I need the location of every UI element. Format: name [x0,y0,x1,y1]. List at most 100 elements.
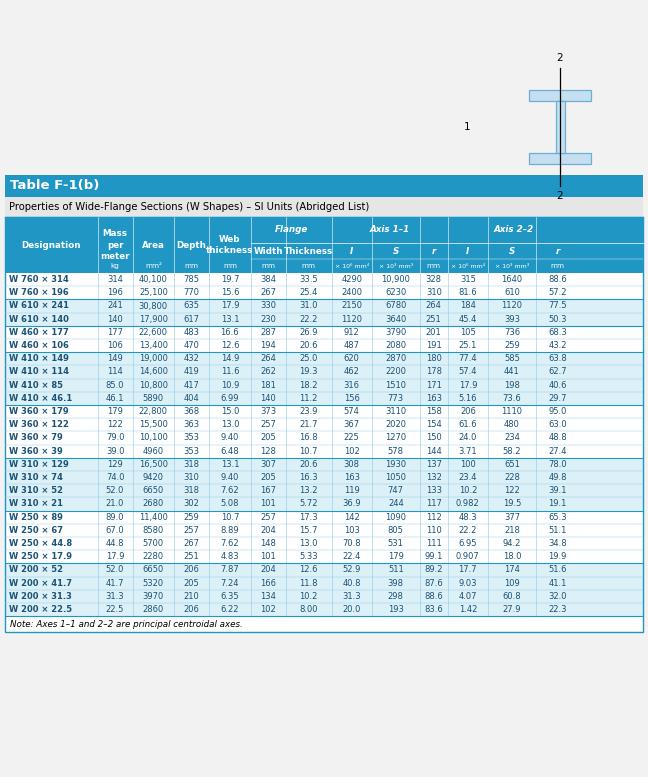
Text: 1640: 1640 [502,275,522,284]
Text: mm: mm [302,263,316,269]
Text: Note: Axes 1–1 and 2–2 are principal centroidal axes.: Note: Axes 1–1 and 2–2 are principal cen… [10,620,243,629]
Text: I: I [467,246,470,256]
Text: 302: 302 [183,500,200,508]
Text: 77.5: 77.5 [548,301,567,311]
Bar [5,217,643,273]
Text: 218: 218 [504,526,520,535]
Text: × 10³ mm³: × 10³ mm³ [495,263,529,269]
Text: 257: 257 [183,526,200,535]
Text: 1930: 1930 [385,460,406,469]
Text: 6650: 6650 [143,566,164,574]
Text: 106: 106 [107,341,123,350]
Text: 6.35: 6.35 [220,592,239,601]
Text: 40.8: 40.8 [343,579,361,587]
Text: 68.3: 68.3 [548,328,567,337]
Text: mm: mm [185,263,199,269]
Text: 230: 230 [260,315,276,324]
Text: 21.0: 21.0 [106,500,124,508]
Text: 12.6: 12.6 [299,566,318,574]
Text: 103: 103 [344,526,360,535]
Text: mm: mm [551,263,564,269]
Text: 88.6: 88.6 [548,275,567,284]
Text: 32.0: 32.0 [548,592,567,601]
Text: 13.1: 13.1 [221,315,239,324]
Text: 46.1: 46.1 [106,394,124,403]
Text: Thickness: Thickness [284,246,333,256]
Text: 128: 128 [260,447,276,455]
Text: 70.8: 70.8 [342,539,361,548]
Text: 7.62: 7.62 [220,486,239,495]
Text: 298: 298 [388,592,404,601]
Text: 267: 267 [260,288,276,298]
Text: 14,600: 14,600 [139,368,168,377]
Text: W 760 × 196: W 760 × 196 [9,288,69,298]
Text: W 410 × 46.1: W 410 × 46.1 [9,394,72,403]
Bar [555,101,564,153]
Text: 480: 480 [504,420,520,430]
Text: 2150: 2150 [341,301,362,311]
Text: 2400: 2400 [341,288,362,298]
Text: 114: 114 [107,368,123,377]
Text: 154: 154 [426,420,441,430]
Text: 67.0: 67.0 [106,526,124,535]
Text: 483: 483 [183,328,200,337]
Text: 122: 122 [107,420,123,430]
Text: 3970: 3970 [143,592,164,601]
Text: 384: 384 [260,275,276,284]
Text: Web
thickness: Web thickness [206,235,253,255]
Text: 330: 330 [260,301,276,311]
Text: W 200 × 41.7: W 200 × 41.7 [9,579,72,587]
Text: Axis 1–1: Axis 1–1 [369,225,410,235]
Text: 241: 241 [107,301,123,311]
Text: 15,500: 15,500 [139,420,168,430]
Text: 34.8: 34.8 [548,539,567,548]
Text: 805: 805 [388,526,404,535]
Text: 58.2: 58.2 [503,447,521,455]
Text: 4960: 4960 [143,447,164,455]
Text: 49.8: 49.8 [548,473,567,482]
Text: 259: 259 [184,513,200,521]
Text: 110: 110 [426,526,441,535]
Text: 22.5: 22.5 [106,605,124,614]
Text: mm: mm [427,263,441,269]
Text: 5700: 5700 [143,539,164,548]
Text: kg: kg [111,263,119,269]
Text: 308: 308 [343,460,360,469]
Text: × 10³ mm³: × 10³ mm³ [378,263,413,269]
Text: W 460 × 177: W 460 × 177 [9,328,69,337]
Text: 417: 417 [183,381,200,390]
Text: 10,800: 10,800 [139,381,168,390]
Text: 307: 307 [260,460,276,469]
Text: 578: 578 [388,447,404,455]
Text: W 200 × 22.5: W 200 × 22.5 [9,605,72,614]
Text: W 410 × 114: W 410 × 114 [9,368,69,377]
Text: 140: 140 [107,315,123,324]
Text: 205: 205 [260,473,276,482]
Text: 179: 179 [388,552,404,561]
Bar [5,299,643,326]
Text: 14.9: 14.9 [221,354,239,364]
Text: 22.2: 22.2 [459,526,477,535]
Text: 8580: 8580 [143,526,164,535]
Text: 23.9: 23.9 [299,407,318,416]
Text: 41.7: 41.7 [106,579,124,587]
Text: 353: 353 [183,434,200,442]
Text: 259: 259 [504,341,520,350]
Text: 2870: 2870 [385,354,406,364]
Text: 204: 204 [260,526,276,535]
Text: 7.87: 7.87 [220,566,239,574]
Text: 61.6: 61.6 [459,420,477,430]
Text: 367: 367 [343,420,360,430]
Text: 74.0: 74.0 [106,473,124,482]
Text: 206: 206 [460,407,476,416]
Text: W 610 × 140: W 610 × 140 [9,315,69,324]
Text: mm: mm [261,263,275,269]
Text: 1: 1 [464,122,470,132]
Text: 40,100: 40,100 [139,275,168,284]
Text: W 200 × 31.3: W 200 × 31.3 [9,592,72,601]
Text: 22.2: 22.2 [299,315,318,324]
Text: W 460 × 106: W 460 × 106 [9,341,69,350]
Text: 2680: 2680 [143,500,164,508]
Text: S: S [393,246,399,256]
Text: W 760 × 314: W 760 × 314 [9,275,69,284]
